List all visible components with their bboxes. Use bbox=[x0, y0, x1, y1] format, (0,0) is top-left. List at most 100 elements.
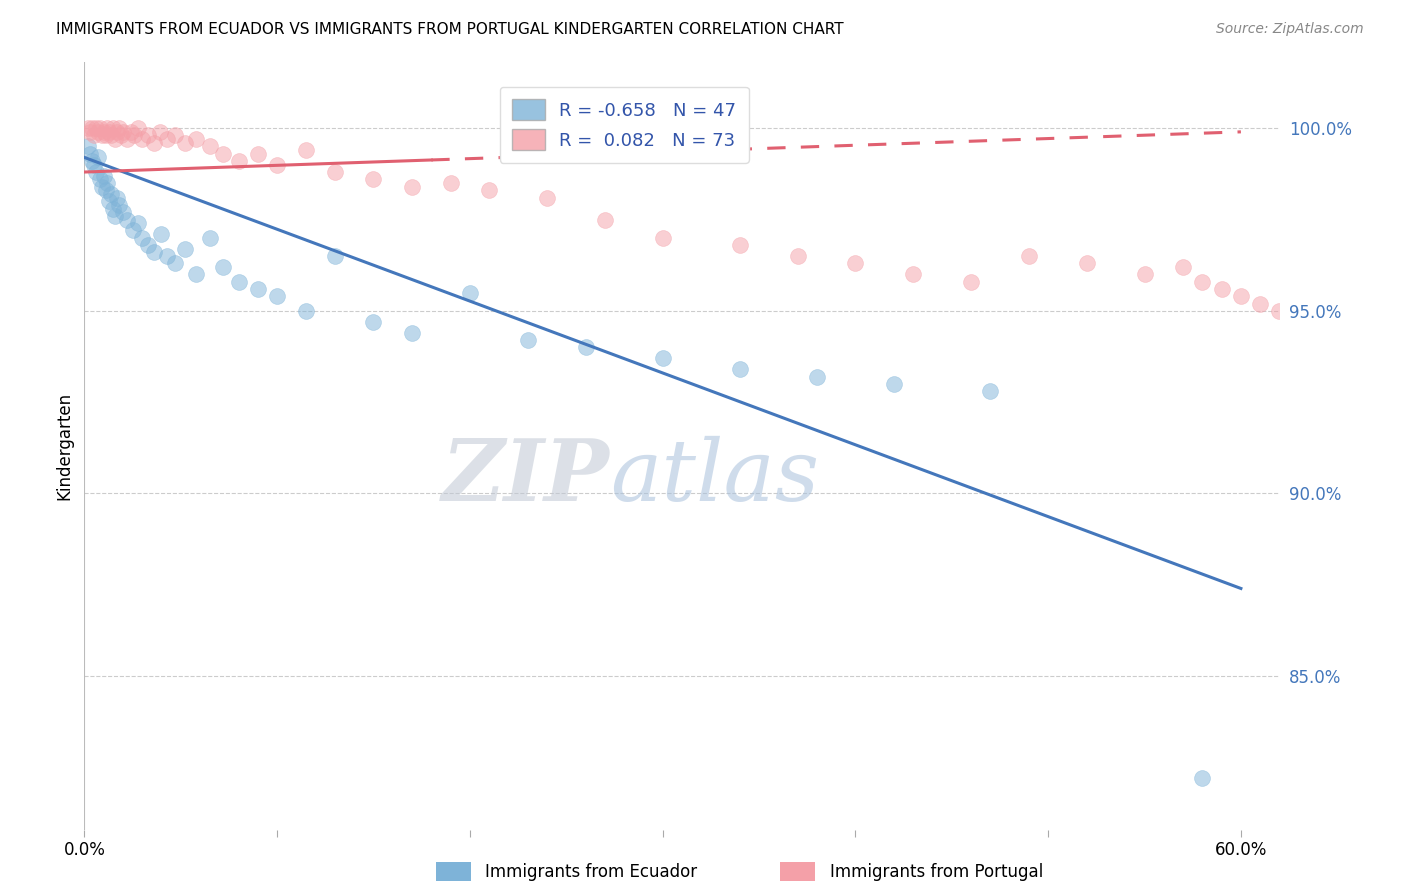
Point bbox=[163, 256, 186, 270]
Point bbox=[79, 125, 101, 139]
Point bbox=[1268, 303, 1291, 318]
Point bbox=[728, 362, 751, 376]
Point bbox=[186, 268, 208, 282]
Point bbox=[108, 198, 131, 212]
Point bbox=[124, 128, 146, 143]
Point bbox=[212, 146, 235, 161]
Point bbox=[156, 249, 179, 263]
Point bbox=[94, 183, 117, 197]
Point bbox=[228, 154, 250, 169]
Point bbox=[246, 282, 269, 296]
Point bbox=[96, 121, 118, 136]
Point bbox=[103, 202, 125, 216]
Point bbox=[536, 191, 558, 205]
Point bbox=[651, 231, 673, 245]
Point bbox=[1191, 275, 1213, 289]
Point bbox=[266, 289, 288, 303]
Point bbox=[93, 169, 115, 183]
Point bbox=[103, 121, 125, 136]
Point bbox=[323, 249, 346, 263]
Point bbox=[295, 143, 318, 157]
Point bbox=[83, 128, 105, 143]
Point bbox=[439, 176, 461, 190]
Point bbox=[83, 158, 105, 172]
Point bbox=[198, 139, 221, 153]
Point bbox=[111, 205, 134, 219]
Point bbox=[131, 231, 153, 245]
Point bbox=[79, 146, 101, 161]
Point bbox=[150, 227, 173, 241]
Point bbox=[363, 315, 385, 329]
Point bbox=[80, 154, 103, 169]
Point bbox=[105, 191, 128, 205]
Point bbox=[108, 121, 131, 136]
Point bbox=[87, 125, 110, 139]
Text: ZIP: ZIP bbox=[443, 435, 610, 518]
Point bbox=[786, 249, 808, 263]
Point bbox=[100, 128, 122, 143]
Point bbox=[1230, 289, 1253, 303]
Point bbox=[363, 172, 385, 186]
Point bbox=[127, 121, 149, 136]
Point bbox=[458, 285, 481, 300]
Point bbox=[960, 275, 983, 289]
Point bbox=[148, 125, 170, 139]
Point bbox=[77, 139, 100, 153]
Point bbox=[110, 128, 132, 143]
Point bbox=[156, 132, 179, 146]
Point bbox=[90, 179, 112, 194]
Point bbox=[136, 128, 159, 143]
Text: IMMIGRANTS FROM ECUADOR VS IMMIGRANTS FROM PORTUGAL KINDERGARTEN CORRELATION CHA: IMMIGRANTS FROM ECUADOR VS IMMIGRANTS FR… bbox=[56, 22, 844, 37]
Point bbox=[96, 176, 118, 190]
Point bbox=[198, 231, 221, 245]
Point bbox=[80, 121, 103, 136]
Point bbox=[173, 136, 195, 150]
Point bbox=[728, 238, 751, 252]
Point bbox=[127, 216, 149, 230]
Point bbox=[98, 194, 121, 209]
Point bbox=[94, 128, 117, 143]
Point bbox=[100, 186, 122, 201]
Point bbox=[295, 303, 318, 318]
Point bbox=[111, 125, 134, 139]
Point bbox=[903, 268, 925, 282]
Text: atlas: atlas bbox=[610, 435, 820, 518]
Text: Immigrants from Portugal: Immigrants from Portugal bbox=[830, 863, 1043, 881]
Point bbox=[186, 132, 208, 146]
Point bbox=[266, 158, 288, 172]
Point bbox=[120, 125, 142, 139]
Point bbox=[516, 333, 538, 347]
Point bbox=[89, 172, 111, 186]
Text: Immigrants from Ecuador: Immigrants from Ecuador bbox=[485, 863, 697, 881]
Point bbox=[163, 128, 186, 143]
Point bbox=[651, 351, 673, 366]
Point bbox=[87, 150, 110, 164]
Point bbox=[98, 125, 121, 139]
Point bbox=[115, 212, 138, 227]
Point bbox=[173, 242, 195, 256]
Point bbox=[89, 121, 111, 136]
Point bbox=[136, 238, 159, 252]
Point bbox=[1171, 260, 1194, 274]
Point bbox=[84, 121, 107, 136]
Point bbox=[1018, 249, 1040, 263]
Point bbox=[478, 183, 501, 197]
Text: Source: ZipAtlas.com: Source: ZipAtlas.com bbox=[1216, 22, 1364, 37]
Point bbox=[104, 132, 127, 146]
Point bbox=[90, 128, 112, 143]
Point bbox=[574, 340, 596, 354]
Point bbox=[105, 125, 128, 139]
Y-axis label: Kindergarten: Kindergarten bbox=[55, 392, 73, 500]
Point bbox=[131, 132, 153, 146]
Point bbox=[84, 165, 107, 179]
Point bbox=[212, 260, 235, 274]
Point bbox=[121, 223, 143, 237]
Legend: R = -0.658   N = 47, R =  0.082   N = 73: R = -0.658 N = 47, R = 0.082 N = 73 bbox=[499, 87, 749, 163]
Point bbox=[1249, 296, 1271, 310]
Point bbox=[104, 209, 127, 223]
Point bbox=[806, 369, 828, 384]
Point bbox=[228, 275, 250, 289]
Point bbox=[142, 136, 165, 150]
Point bbox=[1211, 282, 1233, 296]
Point bbox=[401, 326, 423, 340]
